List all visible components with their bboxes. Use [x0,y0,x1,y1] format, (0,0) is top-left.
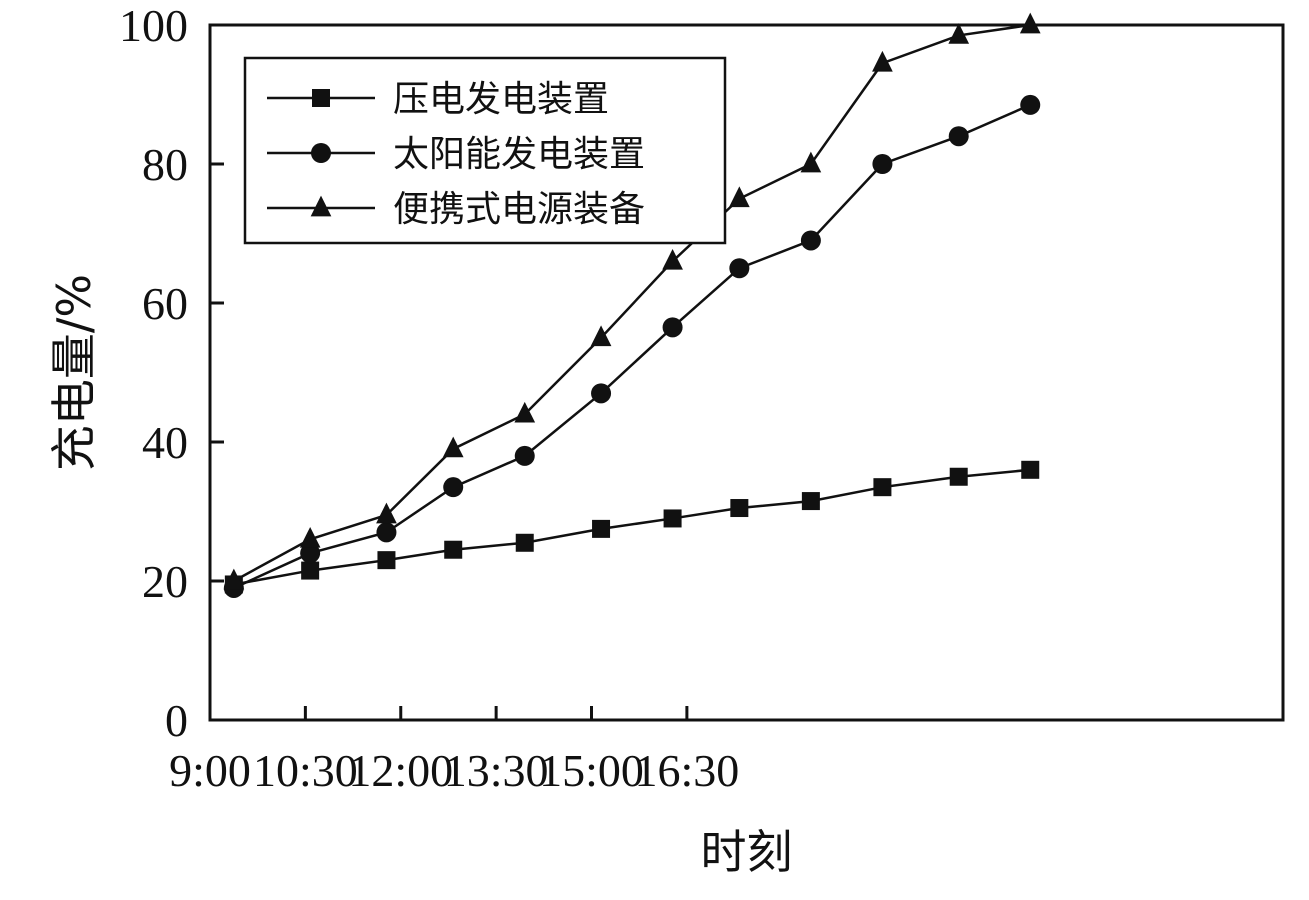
legend-label: 便携式电源装备 [393,189,645,230]
data-point [873,478,892,497]
data-point [377,551,396,570]
data-point [300,543,321,564]
plot-frame [208,23,1285,722]
data-point [949,467,968,486]
x-tick-label: 16:30 [634,745,739,796]
series-line [233,23,1031,583]
legend-label: 压电发电装置 [393,79,609,120]
data-point [376,522,397,543]
y-axis-title: 充电量/% [47,274,101,471]
legend-marker [310,195,332,217]
data-point [730,499,749,518]
y-axis-ticks: 0 20 40 60 80 100 [119,0,224,746]
data-point [301,561,320,580]
y-tick-label: 40 [142,417,188,468]
series-line [233,468,1031,586]
x-tick-label: 10:30 [253,745,358,796]
legend-label: 太阳能发电装置 [393,134,645,175]
series-line [233,103,1031,590]
series-layer [223,12,1041,598]
data-point [800,230,821,251]
data-point [948,126,969,147]
data-point [591,383,612,404]
x-tick-label: 12:00 [348,745,453,796]
y-tick-label: 20 [142,556,188,607]
data-point [800,151,822,173]
data-point [728,186,750,208]
data-point [514,445,535,466]
y-tick-label: 0 [165,695,188,746]
data-point [376,502,397,524]
data-point [662,317,683,338]
data-point [801,492,820,511]
data-point [1020,94,1041,115]
data-point [515,533,534,552]
y-tick-label: 80 [142,139,188,190]
data-point [872,50,893,72]
data-point [514,401,536,423]
data-point [223,568,245,590]
data-point [662,248,683,270]
data-point [442,436,464,458]
y-tick-label: 60 [142,278,188,329]
data-point [592,519,611,538]
series-triangle [223,12,1041,590]
data-point [1021,460,1040,479]
legend-marker [311,143,331,163]
data-point [299,526,321,548]
data-point [444,540,463,559]
x-axis-title: 时刻 [701,825,793,879]
data-point [1019,12,1041,34]
x-tick-label: 15:00 [539,745,644,796]
data-point [948,23,970,44]
legend-marker [312,89,330,107]
x-tick-label: 9:00 [169,745,251,796]
data-point [443,477,464,498]
data-point [872,154,893,174]
y-tick-label: 100 [119,0,188,51]
x-tick-label: 13:30 [444,745,549,796]
data-point [663,509,682,528]
data-point [590,325,612,347]
data-point [729,258,750,279]
